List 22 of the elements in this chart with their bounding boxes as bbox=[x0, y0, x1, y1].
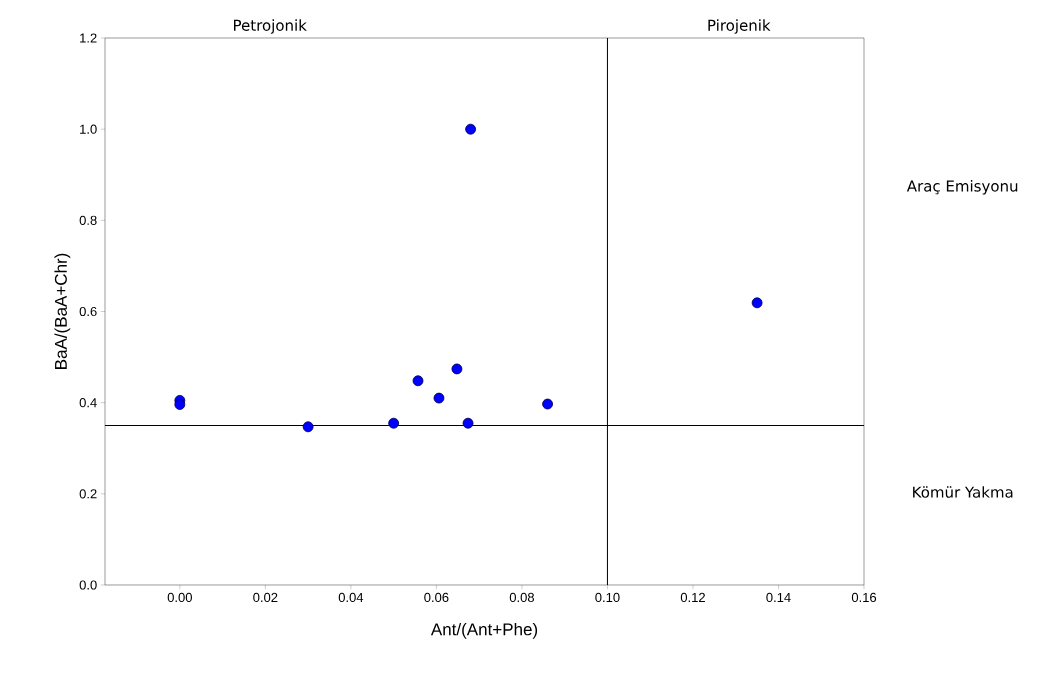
x-tick-label: 0.02 bbox=[253, 592, 278, 602]
y-tick-label: 0.0 bbox=[79, 580, 97, 590]
x-tick-label: 0.06 bbox=[424, 592, 449, 602]
x-tick-label: 0.08 bbox=[509, 592, 535, 602]
text: Pirojenik bbox=[708, 19, 771, 34]
text: Kömür Yakma bbox=[913, 486, 1013, 498]
x-tick-label: 0.00 bbox=[167, 592, 192, 602]
y-tick-label: 1.2 bbox=[80, 33, 97, 43]
y-tick-label: 0.6 bbox=[79, 306, 97, 317]
y-tick-label: 0.2 bbox=[79, 489, 97, 499]
x-tick-label: 0.16 bbox=[851, 592, 877, 602]
x-tick-label: 0.12 bbox=[680, 592, 705, 602]
x-axis-title: Ant/(Ant+Phe) bbox=[430, 622, 538, 639]
y-axis-title: BaA/(BaA+Chr) bbox=[54, 253, 71, 369]
y-tick-label: 0.8 bbox=[79, 215, 97, 225]
text: Araç Emisyonu bbox=[906, 180, 1018, 195]
x-tick-label: 0.14 bbox=[766, 592, 791, 602]
y-tick-label: 0.4 bbox=[79, 398, 97, 408]
y-tick-label: 1.0 bbox=[80, 124, 97, 134]
text: Petrojonik bbox=[234, 19, 307, 34]
x-tick-label: 0.04 bbox=[338, 592, 364, 602]
x-tick-label: 0.10 bbox=[595, 592, 620, 602]
